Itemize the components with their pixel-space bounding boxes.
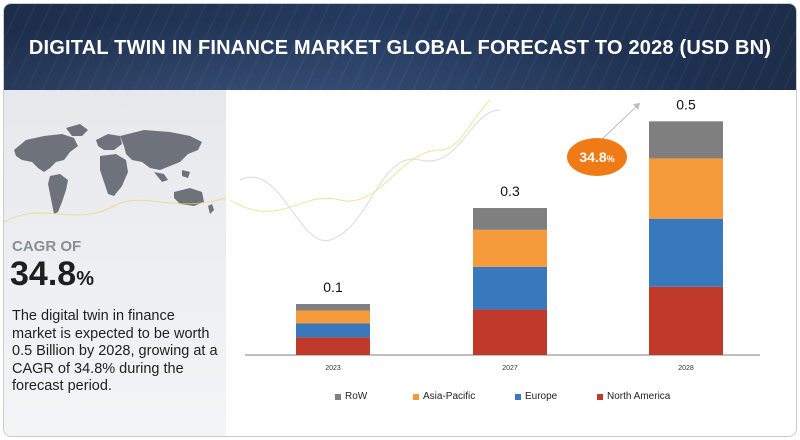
- legend-label-asia-pacific: Asia-Pacific: [423, 391, 476, 402]
- cagr-value: 34.8%: [10, 255, 94, 294]
- cagr-percent-sign: %: [76, 268, 94, 290]
- header-banner: DIGITAL TWIN IN FINANCE MARKET GLOBAL FO…: [4, 4, 796, 90]
- bar-2027-north-america: [473, 309, 547, 355]
- bar-2023-north-america: [296, 337, 370, 355]
- labels-group: 0.1 2023 0.3 2027 0.5 2028: [323, 96, 696, 372]
- total-label-2027: 0.3: [500, 183, 520, 199]
- legend-item-asia-pacific: Asia-Pacific: [413, 391, 475, 402]
- header-texture: [4, 4, 796, 90]
- total-label-2023: 0.1: [323, 279, 343, 295]
- legend-swatch-row: [335, 393, 341, 400]
- infographic-frame: DIGITAL TWIN IN FINANCE MARKET GLOBAL FO…: [3, 3, 797, 437]
- legend-item-europe: Europe: [515, 391, 557, 402]
- growth-arrow-head-icon: [633, 103, 640, 110]
- legend-swatch-north-america: [597, 393, 603, 400]
- cagr-badge-value: 34.8: [579, 149, 606, 165]
- bar-2023-row: [296, 304, 370, 311]
- total-label-2028: 0.5: [676, 96, 696, 112]
- bar-2028-north-america: [649, 286, 723, 355]
- bars-group: [296, 121, 723, 355]
- x-tick-label-2028: 2028: [678, 365, 694, 372]
- legend-item-north-america: North America: [597, 391, 670, 402]
- bar-2027-row: [473, 208, 547, 230]
- bar-2028-asia-pacific: [649, 158, 723, 219]
- cagr-badge: 34.8%: [567, 138, 627, 176]
- market-description: The digital twin in finance market is ex…: [12, 308, 218, 394]
- cagr-label: CAGR OF: [12, 238, 82, 255]
- summary-panel: CAGR OF 34.8% The digital twin in financ…: [4, 90, 226, 436]
- cagr-badge-text: 34.8%: [579, 149, 614, 165]
- page-title: DIGITAL TWIN IN FINANCE MARKET GLOBAL FO…: [28, 37, 772, 59]
- cagr-badge-ellipse: [567, 138, 627, 176]
- legend-label-europe: Europe: [525, 391, 558, 402]
- bar-2027-europe: [473, 266, 547, 310]
- bar-2028-europe: [649, 218, 723, 287]
- legend-swatch-asia-pacific: [413, 393, 419, 400]
- x-tick-label-2023: 2023: [325, 365, 341, 372]
- world-map-icon: [4, 124, 226, 223]
- bar-2028-row: [649, 121, 723, 159]
- legend-label-north-america: North America: [607, 391, 671, 402]
- legend-label-row: RoW: [345, 391, 368, 402]
- bar-2023-europe: [296, 323, 370, 338]
- bar-2023-asia-pacific: [296, 310, 370, 324]
- x-tick-label-2027: 2027: [502, 365, 518, 372]
- bar-2027-asia-pacific: [473, 229, 547, 267]
- cagr-number: 34.8: [10, 255, 77, 293]
- legend-item-row: RoW: [335, 391, 367, 402]
- legend-swatch-europe: [515, 393, 521, 400]
- cagr-badge-pct: %: [607, 154, 615, 164]
